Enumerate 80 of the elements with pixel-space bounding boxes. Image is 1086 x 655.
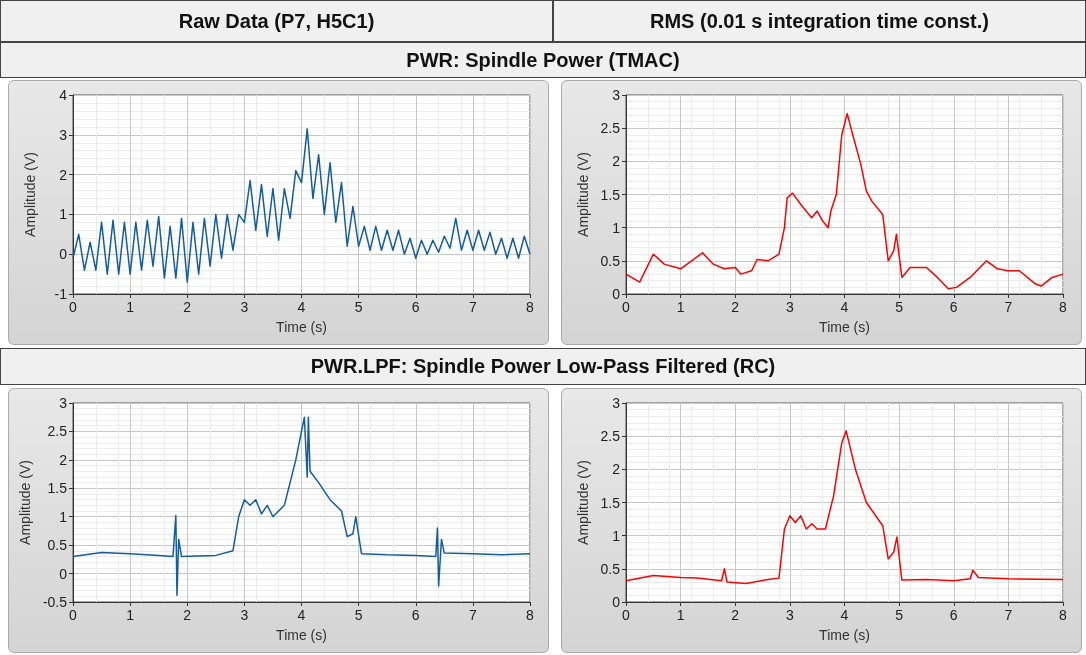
x-tick-label: 6: [411, 607, 420, 623]
x-tick-label: 3: [785, 299, 794, 315]
x-tick-label: 2: [731, 607, 740, 623]
x-tick-label: 4: [840, 607, 849, 623]
y-tick-label: 0.5: [600, 560, 621, 577]
x-tick-label: 5: [895, 299, 904, 315]
y-tick-label: 0: [612, 286, 621, 302]
x-tick-label: 4: [840, 299, 849, 315]
x-tick-label: 8: [526, 607, 535, 623]
chart-title: RMS (0.01 s integration time const.): [553, 0, 1086, 42]
chart-subtitle: PWR: Spindle Power (TMAC): [0, 42, 1086, 78]
x-tick-label: 0: [69, 607, 78, 623]
y-tick-label: 1: [59, 206, 68, 223]
x-axis-title: Time (s): [276, 319, 327, 335]
x-tick-label: 0: [69, 299, 78, 315]
x-tick-label: 7: [468, 299, 477, 315]
x-tick-label: 8: [1059, 607, 1068, 623]
x-tick-label: 7: [468, 607, 477, 623]
y-tick-label: 3: [612, 395, 621, 411]
x-tick-label: 6: [411, 299, 420, 315]
y-tick-label: 1: [612, 219, 621, 236]
y-tick-label: 2: [59, 166, 68, 183]
x-tick-label: 6: [949, 607, 958, 623]
x-tick-label: 2: [183, 607, 192, 623]
x-axis-title: Time (s): [276, 627, 327, 643]
x-tick-label: 5: [354, 299, 363, 315]
y-tick-label: 1.5: [600, 186, 621, 203]
x-tick-label: 7: [1004, 299, 1013, 315]
y-tick-label: 0: [612, 594, 621, 610]
line-series: [72, 416, 531, 596]
x-axis-title: Time (s): [819, 627, 870, 643]
y-axis-title: Amplitude (V): [574, 460, 591, 545]
x-tick-label: 1: [126, 299, 135, 315]
x-tick-label: 0: [622, 299, 631, 315]
x-tick-label: 8: [1059, 299, 1068, 315]
y-tick-label: -1: [54, 286, 68, 302]
y-tick-label: 3: [59, 395, 68, 411]
chart-title: Raw Data (P7, H5C1): [0, 0, 553, 42]
y-axis-title: Amplitude (V): [574, 152, 591, 237]
y-tick-label: -0.5: [42, 594, 68, 610]
x-tick-label: 7: [1004, 607, 1013, 623]
y-tick-label: 2.5: [600, 120, 621, 137]
y-axis-title: Amplitude (V): [22, 152, 38, 237]
y-tick-label: 3: [612, 87, 621, 103]
y-tick-label: 2.5: [47, 423, 68, 440]
y-tick-label: 1.5: [600, 494, 621, 511]
x-tick-label: 2: [731, 299, 740, 315]
line-series: [625, 430, 1064, 585]
y-tick-label: 1: [59, 508, 68, 525]
line-series: [625, 112, 1064, 290]
line-series: [72, 128, 531, 283]
x-tick-label: 3: [785, 607, 794, 623]
y-tick-label: 2: [612, 153, 621, 170]
x-tick-label: 8: [526, 299, 535, 315]
y-tick-label: 0.5: [47, 537, 68, 554]
y-tick-label: 2: [612, 461, 621, 478]
x-tick-label: 4: [297, 299, 306, 315]
x-tick-label: 1: [676, 607, 685, 623]
y-tick-label: 0: [59, 246, 68, 263]
x-tick-label: 5: [895, 607, 904, 623]
y-tick-label: 4: [59, 87, 68, 103]
x-tick-label: 0: [622, 607, 631, 623]
x-tick-label: 1: [126, 607, 135, 623]
x-tick-label: 1: [676, 299, 685, 315]
chart-subtitle: PWR.LPF: Spindle Power Low-Pass Filtered (RC): [0, 348, 1086, 385]
y-tick-label: 1: [612, 527, 621, 544]
y-tick-label: 2.5: [600, 428, 621, 445]
x-tick-label: 3: [240, 607, 249, 623]
y-tick-label: 2: [59, 451, 68, 468]
y-tick-label: 3: [59, 126, 68, 143]
y-tick-label: 0: [59, 565, 68, 582]
x-tick-label: 4: [297, 607, 306, 623]
x-axis-title: Time (s): [819, 319, 870, 335]
y-axis-title: Amplitude (V): [16, 460, 33, 545]
x-tick-label: 5: [354, 607, 363, 623]
x-tick-label: 2: [183, 299, 192, 315]
x-tick-label: 6: [949, 299, 958, 315]
y-tick-label: 0.5: [600, 252, 621, 269]
y-tick-label: 1.5: [47, 480, 68, 497]
x-tick-label: 3: [240, 299, 249, 315]
